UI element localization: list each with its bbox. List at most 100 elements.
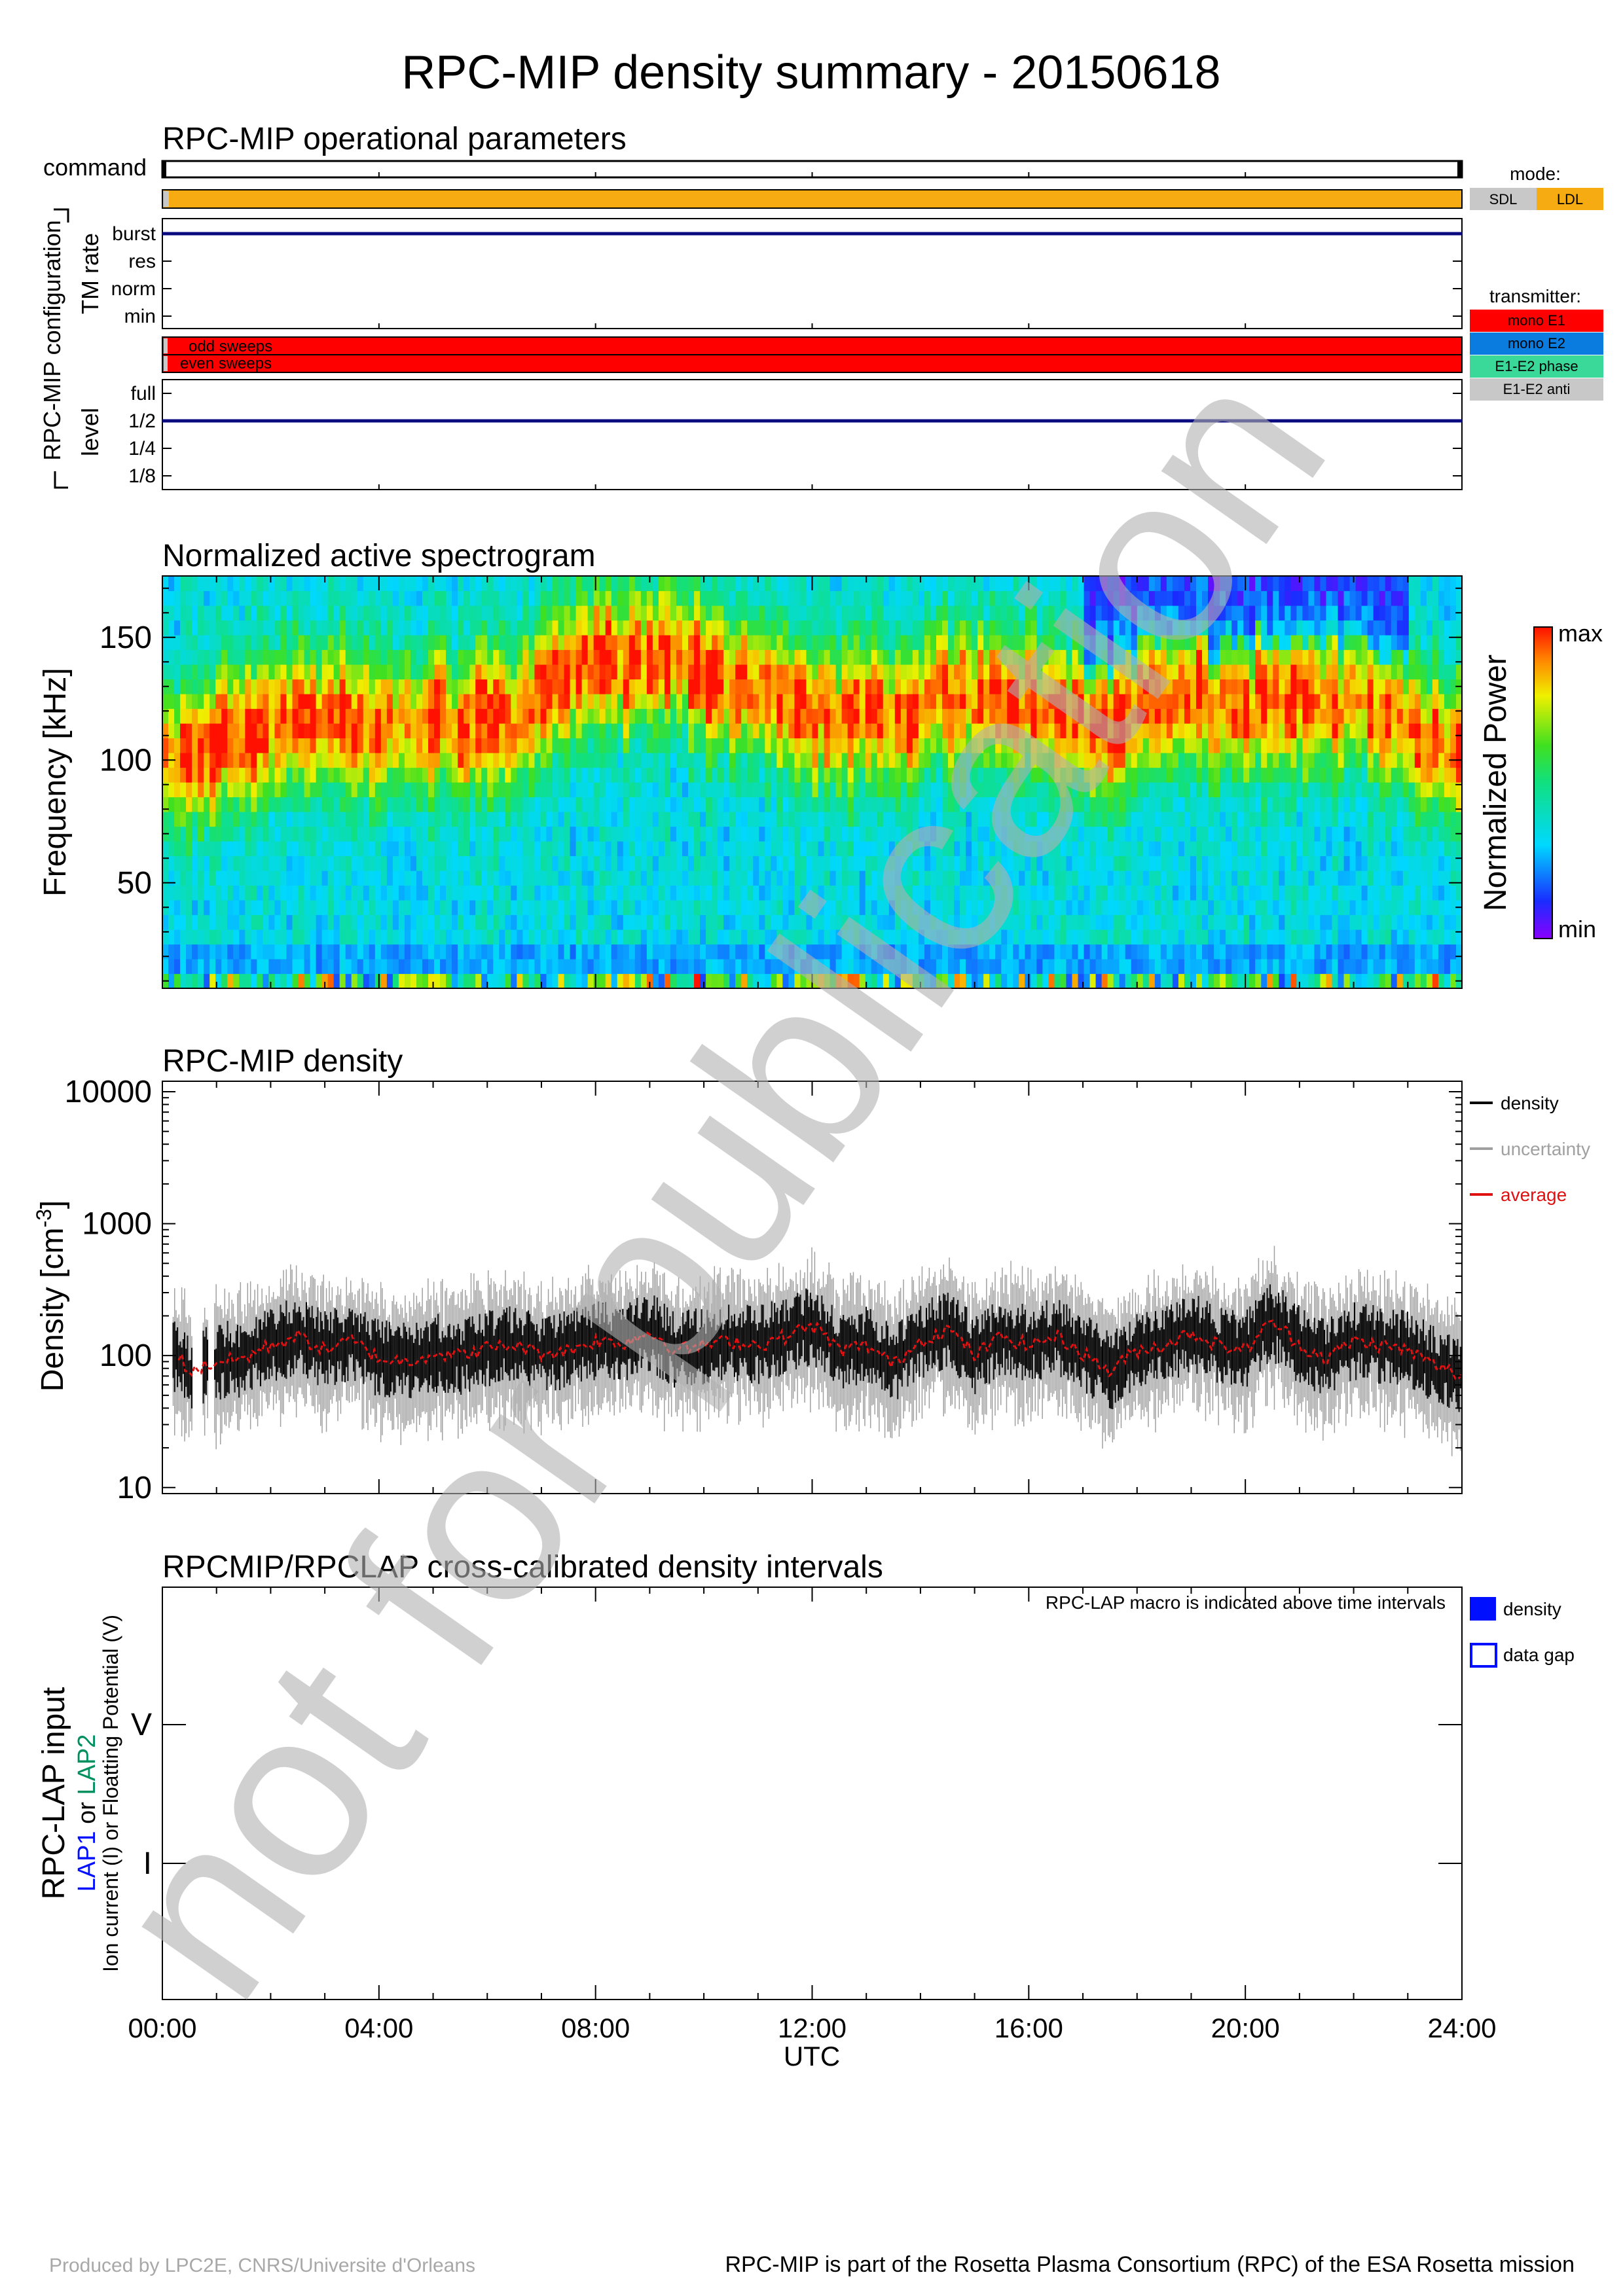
spectrogram-cell	[1107, 797, 1114, 812]
spectrogram-cell	[227, 959, 234, 975]
spectrogram-cell	[1148, 782, 1156, 798]
spectrogram-cell	[835, 826, 843, 842]
spectrogram-cell	[392, 767, 399, 783]
spectrogram-cell	[440, 870, 447, 886]
spectrogram-cell	[251, 900, 257, 916]
spectrogram-cell	[304, 753, 311, 768]
spectrogram-cell	[321, 590, 329, 606]
spectrogram-cell	[446, 885, 452, 901]
spectrogram-cell	[392, 929, 399, 945]
spectrogram-cell	[380, 929, 388, 945]
spectrogram-cell	[263, 797, 270, 812]
spectrogram-cell	[1137, 679, 1144, 694]
spectrogram-cell	[1190, 959, 1197, 975]
spectrogram-cell	[192, 723, 198, 739]
spectrogram-cell	[374, 576, 382, 592]
spectrogram-cell	[1178, 620, 1185, 636]
spectrogram-cell	[1013, 590, 1019, 606]
spectrogram-cell	[688, 782, 695, 798]
spectrogram-cell	[806, 708, 813, 724]
spectrogram-cell	[215, 694, 222, 709]
spectrogram-cell	[1089, 694, 1097, 709]
spectrogram-cell	[995, 679, 1002, 694]
spectrogram-cell	[605, 973, 612, 989]
even-sweeps-start	[164, 356, 168, 371]
spectrogram-cell	[363, 753, 370, 768]
spectrogram-cell	[404, 841, 411, 857]
spectrogram-cell	[718, 900, 724, 916]
spectrogram-cell	[1060, 812, 1067, 827]
spectrogram-cell	[658, 885, 665, 901]
spectrogram-cell	[765, 694, 771, 709]
spectrogram-cell	[818, 914, 825, 930]
spectrogram-cell	[640, 590, 647, 606]
spectrogram-cell	[481, 841, 488, 857]
spectrogram-cell	[186, 605, 192, 621]
spectrogram-cell	[274, 694, 282, 709]
spectrogram-cell	[570, 590, 577, 606]
spectrogram-cell	[528, 797, 536, 812]
spectrogram-cell	[629, 855, 636, 871]
spectrogram-cell	[380, 870, 388, 886]
spectrogram-cell	[239, 635, 246, 651]
spectrogram-cell	[239, 767, 246, 783]
spectrogram-cell	[771, 885, 777, 901]
spectrogram-cell	[1060, 959, 1067, 975]
spectrogram-cell	[552, 826, 559, 842]
spectrogram-cell	[1160, 635, 1167, 651]
spectrogram-cell	[552, 841, 559, 857]
spectrogram-cell	[906, 649, 913, 665]
spectrogram-cell	[640, 812, 647, 827]
spectrogram-cell	[753, 708, 759, 724]
spectrogram-cell	[918, 812, 925, 827]
spectrogram-cell	[511, 635, 517, 651]
spectrogram-cell	[871, 870, 878, 886]
spectrogram-cell	[327, 914, 335, 930]
spectrogram-cell	[1101, 708, 1108, 724]
spectrogram-cell	[706, 635, 712, 651]
spectrogram-cell	[948, 590, 955, 606]
spectrogram-cell	[575, 885, 583, 901]
spectrogram-cell	[658, 576, 665, 592]
spectrogram-cell	[771, 767, 777, 783]
spectrogram-cell	[257, 649, 263, 665]
spectrogram-cell	[1184, 590, 1191, 606]
spectrogram-cell	[517, 944, 523, 960]
spectrogram-cell	[310, 635, 317, 651]
spectrogram-cell	[1025, 812, 1031, 827]
spectrogram-cell	[1190, 855, 1197, 871]
spectrogram-cell	[1048, 620, 1055, 636]
spectrogram-cell	[345, 738, 352, 753]
spectrogram-cell	[392, 841, 399, 857]
spectrogram-cell	[351, 576, 358, 592]
spectrogram-cell	[747, 649, 754, 665]
spectrogram-cell	[239, 708, 246, 724]
spectrogram-cell	[292, 841, 299, 857]
spectrogram-cell	[1019, 841, 1025, 857]
spectrogram-cell	[741, 973, 748, 989]
spectrogram-cell	[221, 694, 228, 709]
spectrogram-cell	[1119, 797, 1126, 812]
spectrogram-cell	[374, 649, 382, 665]
spectrogram-cell	[776, 973, 783, 989]
spectrogram-cell	[652, 738, 659, 753]
spectrogram-cell	[623, 605, 630, 621]
spectrogram-cell	[416, 841, 423, 857]
spectrogram-cell	[682, 694, 689, 709]
spectrogram-cell	[310, 841, 317, 857]
spectrogram-cell	[954, 605, 960, 621]
spectrogram-cell	[369, 973, 376, 989]
spectrogram-cell	[1137, 929, 1144, 945]
spectrogram-cell	[428, 841, 435, 857]
spectrogram-cell	[180, 885, 187, 901]
spectrogram-cell	[912, 812, 919, 827]
spectrogram-cell	[865, 959, 872, 975]
spectrogram-cell	[765, 723, 771, 739]
spectrogram-cell	[268, 605, 276, 621]
spectrogram-cell	[481, 679, 488, 694]
spectrogram-cell	[1190, 885, 1197, 901]
spectrogram-cell	[446, 753, 452, 768]
spectrogram-cell	[670, 723, 677, 739]
spectrogram-cell	[198, 723, 204, 739]
spectrogram-cell	[198, 973, 204, 989]
